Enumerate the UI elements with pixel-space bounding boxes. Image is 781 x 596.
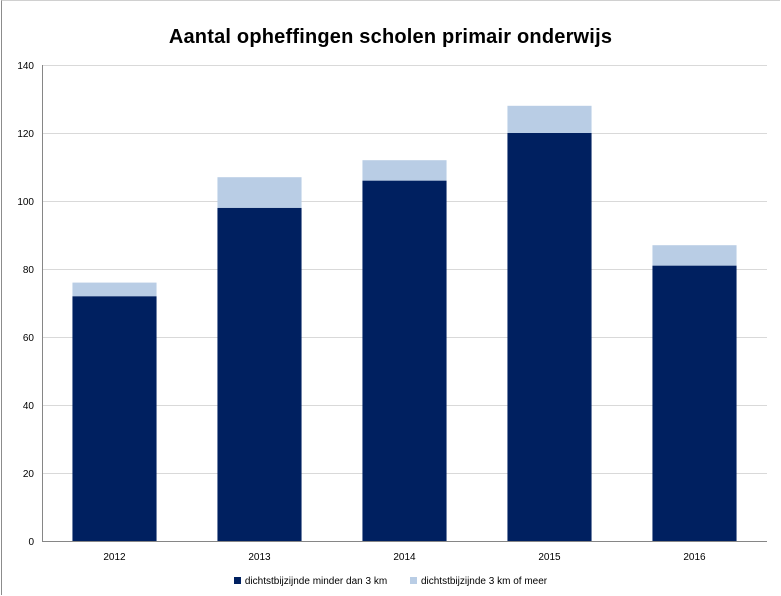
y-tick-label-80: 80 bbox=[23, 265, 35, 276]
x-tick-label-2015: 2015 bbox=[538, 552, 561, 563]
chart-legend: dichtstbijzijnde minder dan 3 km dichtst… bbox=[0, 576, 781, 587]
y-tick-label-120: 120 bbox=[17, 129, 34, 140]
y-tick-label-20: 20 bbox=[23, 469, 35, 480]
y-tick-label-60: 60 bbox=[23, 333, 35, 344]
bar-2013-series-0 bbox=[217, 207, 302, 542]
bar-2014-series-0 bbox=[362, 180, 447, 541]
y-tick-label-100: 100 bbox=[17, 197, 34, 208]
legend-label-series-0: dichtstbijzijnde minder dan 3 km bbox=[244, 576, 388, 587]
bar-2013-series-1 bbox=[217, 177, 302, 208]
bar-2016-series-0 bbox=[652, 265, 737, 541]
bar-2015-series-1 bbox=[507, 105, 592, 133]
chart-title: Aantal opheffingen scholen primair onder… bbox=[168, 26, 613, 48]
x-tick-label-2014: 2014 bbox=[393, 552, 416, 563]
y-tick-label-140: 140 bbox=[17, 61, 34, 72]
bar-2012-series-0 bbox=[72, 296, 157, 541]
bar-2012-series-1 bbox=[72, 282, 157, 297]
legend-swatch-series-1 bbox=[409, 577, 417, 584]
legend-item-series-0: dichtstbijzijnde minder dan 3 km bbox=[233, 576, 388, 587]
y-tick-label-0: 0 bbox=[28, 537, 34, 548]
x-tick-label-2012: 2012 bbox=[103, 552, 126, 563]
legend-label-series-1: dichtstbijzijnde 3 km of meer bbox=[420, 576, 548, 587]
x-tick-label-2016: 2016 bbox=[683, 552, 706, 563]
legend-item-series-1: dichtstbijzijnde 3 km of meer bbox=[409, 576, 548, 587]
legend-swatch-series-0 bbox=[233, 577, 241, 584]
y-tick-label-40: 40 bbox=[23, 401, 35, 412]
bar-2014-series-1 bbox=[362, 160, 447, 181]
x-tick-label-2013: 2013 bbox=[248, 552, 271, 563]
bar-2015-series-0 bbox=[507, 133, 592, 541]
bar-2016-series-1 bbox=[652, 245, 737, 266]
